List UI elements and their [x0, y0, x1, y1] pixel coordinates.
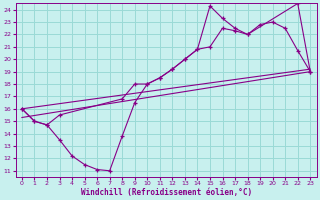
X-axis label: Windchill (Refroidissement éolien,°C): Windchill (Refroidissement éolien,°C) — [81, 188, 252, 197]
